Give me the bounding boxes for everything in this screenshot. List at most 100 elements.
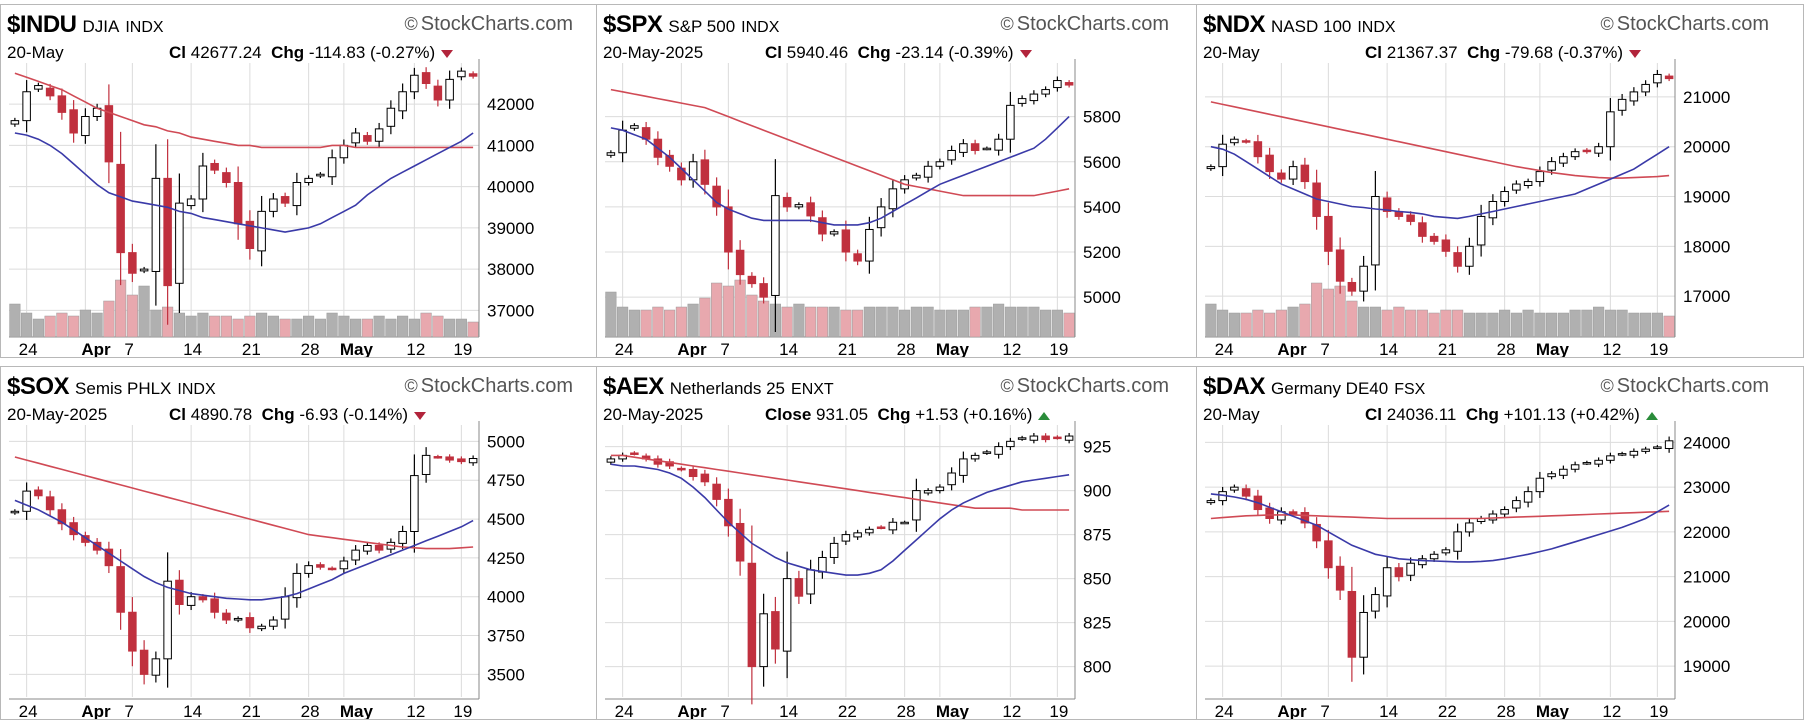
- y-tick-label: 41000: [487, 136, 534, 155]
- candle-body: [163, 177, 172, 287]
- x-tick-label: 19: [1649, 340, 1668, 358]
- volume-bar: [467, 321, 479, 338]
- candle-body: [1335, 565, 1345, 591]
- volume-bar: [291, 318, 303, 338]
- candle-body: [186, 596, 196, 606]
- candle-body: [269, 619, 278, 627]
- candle-body: [947, 149, 956, 161]
- candle-body: [1559, 468, 1568, 476]
- index-name: Semis PHLX: [75, 379, 172, 398]
- candle-body: [947, 472, 956, 486]
- x-tick-label: May: [936, 340, 970, 358]
- volume-bar: [138, 285, 150, 338]
- volume-bar: [91, 312, 103, 338]
- volume-bar: [1346, 300, 1358, 338]
- candle-body: [1488, 200, 1498, 219]
- volume-bar: [722, 285, 734, 338]
- volume-bar: [350, 318, 362, 338]
- brand-label: © StockCharts.com: [1000, 375, 1169, 397]
- candle-body: [970, 454, 980, 460]
- volume-bar: [1428, 312, 1440, 338]
- volume-bar: [863, 306, 875, 338]
- candle-body: [1429, 553, 1439, 560]
- candle-body: [865, 228, 874, 262]
- candle-body: [677, 467, 686, 471]
- ma-short-line: [14, 132, 474, 233]
- candle-body: [316, 564, 325, 568]
- candle-body: [829, 542, 839, 558]
- volume-bar: [734, 279, 746, 338]
- candle-body: [853, 253, 862, 262]
- candle-body: [1523, 181, 1533, 186]
- volume-bar: [910, 306, 922, 338]
- candle-body: [175, 579, 184, 605]
- y-tick-label: 21000: [1683, 88, 1730, 107]
- candle-body: [935, 161, 945, 167]
- candle-body: [81, 116, 90, 137]
- candle-body: [69, 522, 78, 536]
- x-tick-label: 14: [183, 702, 202, 720]
- candle-body: [398, 530, 407, 544]
- candle-body: [794, 204, 804, 208]
- candle-body: [1653, 446, 1662, 449]
- x-tick-label: 22: [838, 702, 857, 720]
- volume-bar: [1016, 306, 1028, 338]
- x-tick-label: Apr: [1277, 340, 1307, 358]
- y-tick-label: 19000: [1683, 188, 1730, 207]
- index-name: S&P 500: [668, 17, 736, 36]
- candle-body: [806, 569, 815, 595]
- date-label: 20-May: [1203, 43, 1260, 62]
- candle-body: [900, 521, 909, 525]
- candle-body: [982, 147, 992, 151]
- candle-body: [1512, 183, 1521, 191]
- y-tick-label: 20000: [1683, 138, 1730, 157]
- candle-body: [876, 526, 886, 530]
- candle-body: [735, 249, 745, 276]
- x-tick-label: Apr: [1277, 702, 1307, 720]
- candle-body: [841, 229, 851, 253]
- x-tick-label: 12: [406, 702, 425, 720]
- candle-body: [806, 202, 815, 217]
- y-tick-label: 4000: [487, 588, 525, 607]
- candle-body: [759, 283, 768, 298]
- ma-short-line: [1210, 145, 1670, 220]
- volume-bar: [605, 291, 617, 338]
- date-label: 20-May: [7, 43, 64, 62]
- candle-body: [1570, 464, 1580, 470]
- ma-long-line: [610, 88, 1070, 197]
- volume-bar: [687, 303, 699, 338]
- date-label: 20-May: [1203, 405, 1260, 424]
- candle-body: [1017, 98, 1027, 104]
- candle-body: [1300, 164, 1310, 183]
- candle-body: [398, 91, 407, 112]
- candle-body: [222, 172, 231, 184]
- x-tick-label: May: [340, 702, 374, 720]
- candle-body: [22, 490, 31, 512]
- candle-body: [724, 498, 733, 527]
- candle-body: [1324, 215, 1333, 252]
- volume-bar: [1252, 309, 1264, 338]
- y-tick-label: 3500: [487, 665, 525, 684]
- volume-bar: [68, 315, 80, 338]
- volume-bar: [1628, 312, 1640, 338]
- x-tick-label: May: [936, 702, 970, 720]
- y-tick-label: 925: [1083, 438, 1111, 457]
- candle-body: [982, 451, 992, 454]
- volume-bar: [934, 309, 946, 338]
- change-direction-icon: [414, 411, 427, 420]
- y-tick-label: 38000: [487, 260, 534, 279]
- candle-body: [1206, 500, 1216, 504]
- candle-body: [1218, 143, 1227, 168]
- x-tick-label: 14: [1379, 340, 1398, 358]
- candle-body: [1500, 509, 1509, 515]
- x-tick-label: 14: [779, 702, 798, 720]
- chart-title: $SOX Semis PHLX INDX: [7, 373, 216, 401]
- volume-bar: [385, 318, 397, 338]
- candle-body: [151, 658, 161, 676]
- volume-bar: [969, 306, 981, 338]
- x-tick-label: 12: [1602, 340, 1621, 358]
- volume-bar: [887, 306, 899, 338]
- y-tick-label: 5200: [1083, 243, 1121, 262]
- volume-bar: [326, 312, 338, 338]
- copyright-icon: ©: [404, 14, 418, 34]
